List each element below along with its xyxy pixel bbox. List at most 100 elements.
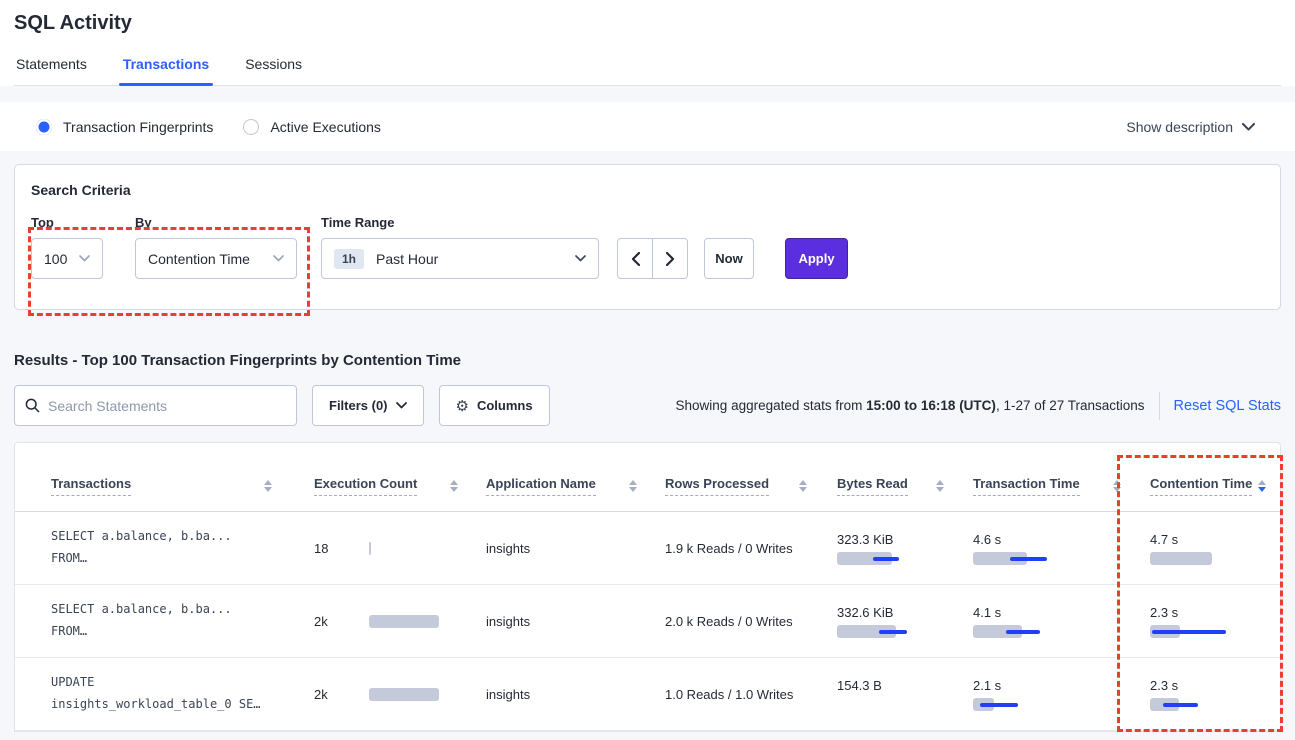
sort-control-active-desc[interactable] (1258, 480, 1266, 492)
search-criteria-panel: Search Criteria Top 100 By Contention Ti… (14, 164, 1281, 310)
execution-count-cell: 18 (300, 541, 472, 556)
reset-sql-stats-link[interactable]: Reset SQL Stats (1173, 397, 1281, 414)
columns-button[interactable]: ⚙ Columns (438, 385, 550, 426)
contention-time-bar (1150, 624, 1255, 638)
bytes-read-bar (837, 624, 942, 638)
results-heading: Results - Top 100 Transaction Fingerprin… (14, 352, 462, 369)
by-select[interactable]: Contention Time (135, 238, 297, 279)
now-button[interactable]: Now (704, 238, 754, 279)
sort-control[interactable] (450, 480, 458, 492)
contention-time-cell: 2.3 s (1135, 678, 1280, 711)
time-range-field-group: Time Range 1h Past Hour (321, 215, 599, 279)
column-header-contention-time: Contention Time (1135, 476, 1280, 511)
rows-processed-cell: 1.0 Reads / 1.0 Writes (665, 686, 794, 702)
search-statements-box[interactable] (14, 385, 297, 426)
bytes-read-cell: 323.3 KiB (821, 532, 958, 565)
column-header-transactions: Transactions (15, 476, 300, 511)
execution-count-cell: 2k (300, 614, 472, 629)
filters-label: Filters (0) (329, 398, 388, 413)
top-label: Top (31, 215, 54, 230)
search-criteria-title: Search Criteria (31, 182, 131, 198)
by-label: By (135, 215, 152, 230)
sort-control[interactable] (799, 480, 807, 492)
column-header-application-name: Application Name (472, 476, 651, 511)
top-select[interactable]: 100 (31, 238, 103, 279)
transaction-time-bar (973, 697, 1078, 711)
tab-statements[interactable]: Statements (16, 56, 87, 72)
next-time-button[interactable] (652, 238, 688, 279)
sort-control[interactable] (264, 480, 272, 492)
view-toggle-row: Transaction Fingerprints Active Executio… (0, 102, 1295, 151)
radio-label: Active Executions (270, 118, 381, 135)
time-range-value: Past Hour (376, 250, 439, 267)
contention-time-bar (1150, 551, 1255, 565)
gear-icon: ⚙ (455, 397, 469, 415)
chevron-down-icon (1242, 122, 1255, 130)
transaction-time-cell: 2.1 s (958, 678, 1135, 711)
column-header-rows-processed: Rows Processed (651, 476, 821, 511)
transaction-fingerprint-link[interactable]: SELECT a.balance, b.ba... FROM… (51, 602, 232, 638)
contention-time-bar (1150, 697, 1255, 711)
table-row: SELECT a.balance, b.ba... FROM… 2k insig… (15, 585, 1280, 658)
sort-control[interactable] (936, 480, 944, 492)
radio-active-executions[interactable]: Active Executions (243, 118, 381, 135)
stats-time-range: 15:00 to 16:18 (UTC) (866, 398, 996, 413)
radio-transaction-fingerprints[interactable]: Transaction Fingerprints (36, 118, 213, 135)
show-description-toggle[interactable]: Show description (1126, 119, 1255, 135)
tab-transactions[interactable]: Transactions (118, 56, 214, 86)
filters-button[interactable]: Filters (0) (312, 385, 424, 426)
execution-count-bar (368, 687, 472, 701)
chevron-down-icon (79, 255, 90, 262)
apply-button[interactable]: Apply (785, 238, 848, 279)
transaction-time-bar (973, 551, 1078, 565)
column-header-transaction-time: Transaction Time (958, 476, 1135, 511)
execution-count-bar (368, 541, 472, 555)
application-name-cell: insights (486, 686, 531, 702)
search-icon (25, 398, 40, 413)
time-nav-group (617, 238, 688, 279)
divider (1158, 391, 1160, 420)
page-title: SQL Activity (14, 12, 132, 34)
transactions-table: Transactions Execution Count Application… (14, 442, 1281, 732)
contention-time-cell: 2.3 s (1135, 605, 1280, 638)
time-range-select[interactable]: 1h Past Hour (321, 238, 599, 279)
table-header-row: Transactions Execution Count Application… (15, 443, 1280, 512)
transaction-time-bar (973, 624, 1078, 638)
previous-time-button[interactable] (617, 238, 653, 279)
transaction-time-cell: 4.6 s (958, 532, 1135, 565)
table-row: UPDATE insights_workload_table_0 SE… 2k … (15, 658, 1280, 731)
column-header-bytes-read: Bytes Read (821, 476, 958, 511)
tab-sessions[interactable]: Sessions (245, 56, 303, 72)
top-value: 100 (44, 250, 68, 267)
chevron-down-icon (575, 255, 586, 262)
results-toolbar: Filters (0) ⚙ Columns Showing aggregated… (14, 385, 1281, 426)
application-name-cell: insights (486, 540, 531, 556)
table-row: SELECT a.balance, b.ba... FROM… 18 insig… (15, 512, 1280, 585)
rows-processed-cell: 2.0 k Reads / 0 Writes (665, 613, 793, 629)
transaction-fingerprint-link[interactable]: SELECT a.balance, b.ba... FROM… (51, 529, 232, 565)
chevron-right-icon (665, 251, 674, 266)
time-range-badge: 1h (334, 248, 365, 269)
radio-selected-icon[interactable] (36, 118, 52, 135)
tab-bar: Statements Transactions Sessions (14, 56, 1281, 86)
execution-count-bar (368, 614, 472, 628)
column-header-execution-count: Execution Count (300, 476, 472, 511)
bytes-read-bar (837, 698, 942, 711)
sort-control[interactable] (629, 480, 637, 492)
sort-control[interactable] (1113, 480, 1121, 492)
aggregated-stats-text: Showing aggregated stats from 15:00 to 1… (675, 398, 1145, 413)
bytes-read-bar (837, 551, 942, 565)
contention-time-cell: 4.7 s (1135, 532, 1280, 565)
columns-label: Columns (476, 398, 533, 413)
rows-processed-cell: 1.9 k Reads / 0 Writes (665, 540, 793, 556)
by-value: Contention Time (148, 250, 250, 267)
search-statements-input[interactable] (48, 397, 286, 414)
chevron-down-icon (273, 255, 284, 262)
radio-unselected-icon[interactable] (243, 118, 260, 135)
transaction-fingerprint-link[interactable]: UPDATE insights_workload_table_0 SE… (51, 675, 261, 711)
time-range-label: Time Range (321, 215, 395, 230)
bytes-read-cell: 332.6 KiB (821, 605, 958, 638)
chevron-left-icon (631, 251, 640, 266)
chevron-down-icon (395, 402, 407, 409)
execution-count-cell: 2k (300, 687, 472, 702)
